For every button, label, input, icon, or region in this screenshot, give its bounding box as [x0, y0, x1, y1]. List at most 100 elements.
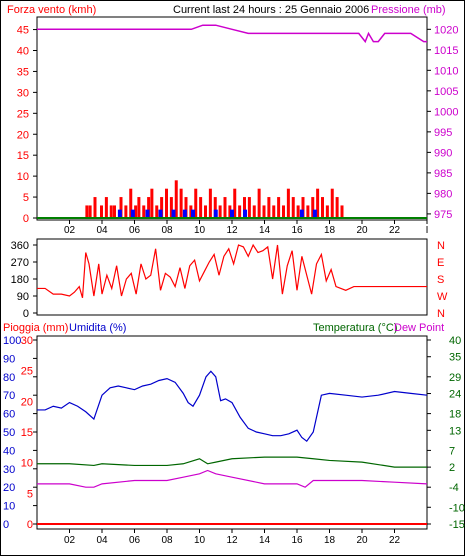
pressure-tick-label: 1015: [434, 45, 458, 57]
wind-bar: [291, 197, 295, 218]
wind-tick-label: 15: [17, 150, 29, 162]
temperature-tick-label: 13: [449, 425, 461, 437]
bottom-x-tick-label: 22: [389, 535, 401, 546]
wind-bar: [228, 205, 232, 218]
top-x-tick-label: 02: [64, 225, 76, 236]
temperature-axis-label: Temperatura (°C): [313, 322, 397, 334]
wind-bar: [252, 205, 256, 218]
gust-bar: [182, 209, 187, 218]
wind-bar: [335, 197, 339, 218]
temperature-tick-label: 7: [449, 445, 455, 457]
humidity-line: [37, 370, 428, 443]
pressure-line: [37, 24, 427, 44]
wind-tick-label: 20: [17, 129, 29, 141]
wind-tick-label: 45: [17, 25, 29, 37]
humidity-tick-label: 70: [3, 390, 15, 402]
pressure-y-axis-ticks: 975 980 985 990 995 1000 1005 1010 1015 1020: [427, 24, 458, 221]
wind-bar: [169, 197, 173, 218]
top-x-tick-label: 22: [389, 225, 401, 236]
top-x-tick-label: 12: [226, 225, 238, 236]
gust-bar: [299, 209, 304, 218]
pressure-tick-label: 1010: [434, 65, 458, 77]
wind-bar: [137, 197, 141, 218]
wind-bar: [282, 205, 285, 218]
rain-axis-label: Pioggia (mm): [3, 322, 68, 334]
pressure-axis-label: Pressione (mb): [371, 4, 446, 16]
bottom-x-tick-label: 20: [356, 535, 368, 546]
gust-bars: [117, 209, 317, 218]
pressure-tick-label: 980: [434, 188, 452, 200]
direction-tick-label: 90: [17, 291, 29, 303]
rain-tick-label: 10: [21, 458, 33, 470]
wind-bar: [155, 205, 159, 218]
gust-bar: [243, 209, 247, 218]
humidity-tick-label: 90: [3, 353, 15, 365]
wind-bar: [267, 197, 271, 218]
wind-bar: [124, 205, 128, 218]
compass-label: E: [437, 257, 444, 269]
temp-humidity-panel: Pioggia (mm) Umidita (%) Temperatura (°C…: [3, 322, 465, 546]
bottom-x-tick-label: 04: [96, 535, 108, 546]
temperature-tick-label: 40: [449, 335, 461, 347]
top-x-tick-label: 06: [129, 225, 141, 236]
wind-bar: [104, 197, 108, 218]
top-x-tick-label: 16: [291, 225, 303, 236]
wind-bar: [179, 188, 183, 218]
wind-tick-label: 40: [17, 46, 29, 58]
wind-bar: [199, 197, 203, 218]
bottom-x-tick-label: 16: [291, 535, 303, 546]
top-x-tick-label: 18: [324, 225, 336, 236]
wind-pressure-plot-area: [36, 16, 428, 221]
gust-bar: [145, 209, 150, 218]
wind-bar: [321, 197, 324, 218]
wind-bar: [286, 188, 290, 218]
gust-bar: [171, 209, 176, 218]
wind-bar: [88, 205, 92, 218]
temperature-tick-label: 29: [449, 372, 461, 384]
wind-bar: [184, 197, 188, 218]
temperature-tick-label: 18: [449, 409, 461, 421]
rain-y-axis-ticks: 0 5 10 15 20 25 30: [21, 335, 33, 531]
wind-bar: [113, 205, 116, 218]
rain-tick-label: 5: [27, 488, 33, 500]
wind-bar: [316, 188, 320, 218]
humidity-tick-label: 0: [3, 519, 9, 531]
gust-bar: [130, 209, 135, 218]
bottom-x-tick-label: 18: [324, 535, 336, 546]
wind-bar: [160, 197, 164, 218]
humidity-tick-label: 20: [3, 482, 15, 494]
wind-tick-label: 10: [17, 171, 29, 183]
wind-bar: [218, 205, 222, 218]
rain-tick-label: 15: [21, 427, 33, 439]
bottom-x-tick-label: 14: [259, 535, 271, 546]
wind-bar: [257, 188, 261, 218]
bottom-x-tick-label: 02: [64, 535, 76, 546]
pressure-tick-label: 995: [434, 127, 452, 139]
rain-tick-label: 0: [27, 519, 33, 531]
pressure-tick-label: 1005: [434, 86, 458, 98]
wind-bar: [340, 205, 344, 218]
wind-bar: [93, 197, 97, 218]
wind-bar: [142, 205, 146, 218]
pressure-tick-label: 985: [434, 168, 452, 180]
gust-bar: [312, 209, 317, 218]
temperature-tick-label: 35: [449, 352, 461, 364]
wind-bar: [100, 205, 103, 218]
wind-bar: [109, 205, 113, 218]
humidity-tick-label: 60: [3, 409, 15, 421]
bottom-x-tick-label: 10: [194, 535, 206, 546]
top-x-tick-label: 20: [356, 225, 368, 236]
temperature-tick-label: 24: [449, 389, 461, 401]
top-x-tick-label: 08: [161, 225, 173, 236]
wind-bar: [296, 205, 300, 218]
humidity-tick-label: 30: [3, 464, 15, 476]
dewpoint-axis-label: Dew Point: [394, 322, 444, 334]
dewpoint-line: [37, 469, 428, 488]
wind-bar: [174, 180, 178, 218]
wind-bar: [243, 197, 246, 218]
wind-direction-plot-area: [36, 238, 428, 316]
rain-tick-label: 30: [21, 335, 33, 347]
